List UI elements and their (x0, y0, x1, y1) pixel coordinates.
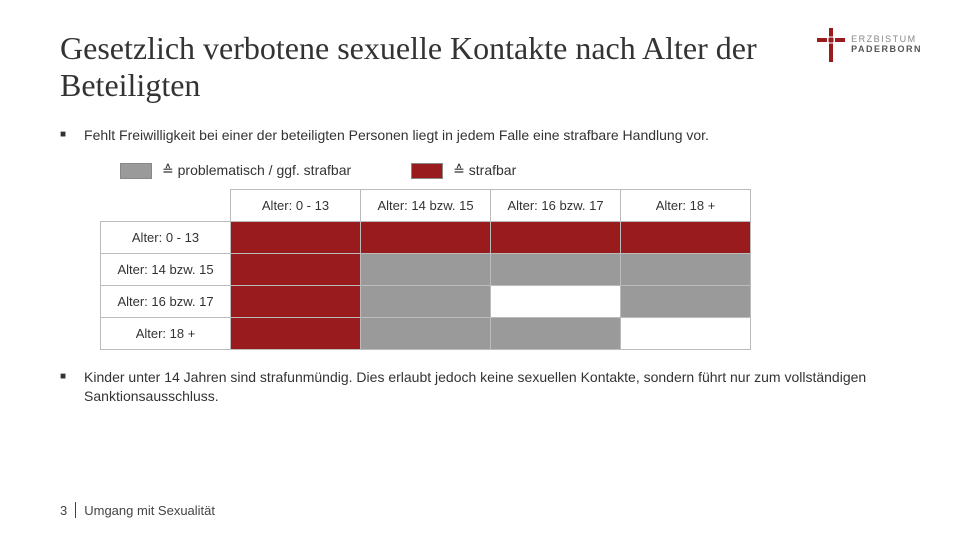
legend-problematic: ≙ problematisch / ggf. strafbar (120, 162, 351, 179)
legend-strafbar: ≙ strafbar (411, 162, 516, 179)
slide-footer: 3 Umgang mit Sexualität (60, 502, 215, 518)
bullet-bottom: ■ Kinder unter 14 Jahren sind strafunmün… (60, 368, 900, 406)
matrix-cell (231, 318, 361, 350)
bullet-top: ■ Fehlt Freiwilligkeit bei einer der bet… (60, 126, 900, 145)
page-number: 3 (60, 503, 67, 518)
table-corner (101, 190, 231, 222)
table-row: Alter: 14 bzw. 15 (101, 254, 751, 286)
row-header: Alter: 0 - 13 (101, 222, 231, 254)
col-header: Alter: 0 - 13 (231, 190, 361, 222)
logo: ERZBISTUM PADERBORN (817, 28, 922, 62)
row-header: Alter: 16 bzw. 17 (101, 286, 231, 318)
logo-text: ERZBISTUM PADERBORN (851, 35, 922, 55)
matrix-cell (621, 318, 751, 350)
age-table: Alter: 0 - 13 Alter: 14 bzw. 15 Alter: 1… (100, 189, 751, 350)
bullet-icon: ■ (60, 128, 66, 145)
matrix-cell (231, 286, 361, 318)
age-matrix: Alter: 0 - 13 Alter: 14 bzw. 15 Alter: 1… (100, 189, 900, 350)
matrix-cell (621, 286, 751, 318)
matrix-cell (361, 222, 491, 254)
matrix-cell (621, 222, 751, 254)
col-header: Alter: 14 bzw. 15 (361, 190, 491, 222)
footer-divider (75, 502, 76, 518)
matrix-cell (231, 222, 361, 254)
footer-section: Umgang mit Sexualität (84, 503, 215, 518)
matrix-cell (491, 286, 621, 318)
swatch-strafbar (411, 163, 443, 179)
matrix-cell (491, 318, 621, 350)
legend: ≙ problematisch / ggf. strafbar ≙ strafb… (120, 162, 900, 179)
logo-line2: PADERBORN (851, 45, 922, 55)
matrix-cell (491, 222, 621, 254)
col-header: Alter: 18 + (621, 190, 751, 222)
row-header: Alter: 14 bzw. 15 (101, 254, 231, 286)
table-row: Alter: 16 bzw. 17 (101, 286, 751, 318)
cross-icon (817, 28, 845, 62)
bullet-top-text: Fehlt Freiwilligkeit bei einer der betei… (84, 126, 709, 145)
matrix-cell (491, 254, 621, 286)
matrix-cell (361, 286, 491, 318)
row-header: Alter: 18 + (101, 318, 231, 350)
matrix-cell (231, 254, 361, 286)
table-row: Alter: 0 - 13 (101, 222, 751, 254)
page-title: Gesetzlich verbotene sexuelle Kontakte n… (60, 30, 780, 104)
bullet-icon: ■ (60, 370, 66, 406)
table-body: Alter: 0 - 13 Alter: 14 bzw. 15 Alter: 1… (101, 222, 751, 350)
legend-strafbar-label: ≙ strafbar (453, 162, 516, 179)
matrix-cell (361, 254, 491, 286)
bullet-bottom-text: Kinder unter 14 Jahren sind strafunmündi… (84, 368, 900, 406)
swatch-problematic (120, 163, 152, 179)
table-row: Alter: 18 + (101, 318, 751, 350)
slide: ERZBISTUM PADERBORN Gesetzlich verbotene… (0, 0, 960, 540)
matrix-cell (621, 254, 751, 286)
matrix-cell (361, 318, 491, 350)
col-header: Alter: 16 bzw. 17 (491, 190, 621, 222)
legend-problematic-label: ≙ problematisch / ggf. strafbar (162, 162, 351, 179)
